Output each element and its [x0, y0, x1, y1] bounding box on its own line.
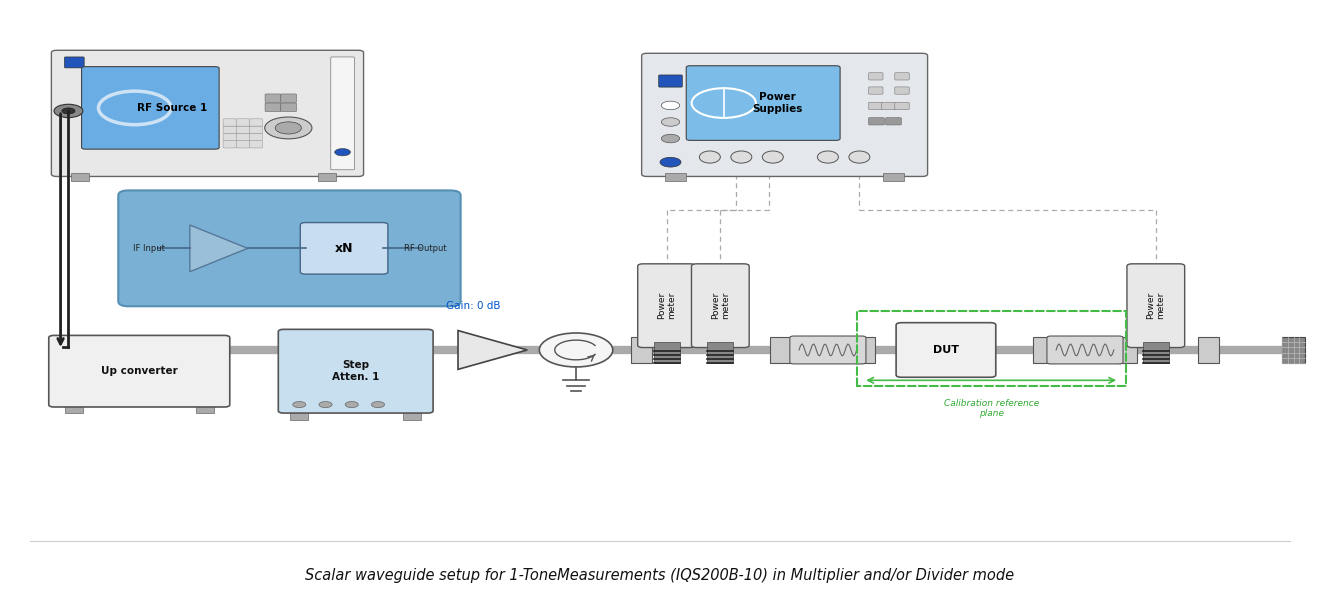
Text: RF Output: RF Output	[404, 244, 446, 253]
Bar	[1117, 337, 1138, 363]
FancyBboxPatch shape	[886, 117, 902, 125]
Ellipse shape	[817, 151, 838, 163]
Text: IF Input: IF Input	[133, 244, 165, 253]
FancyBboxPatch shape	[249, 126, 263, 133]
Polygon shape	[190, 225, 248, 272]
FancyBboxPatch shape	[249, 119, 263, 126]
Bar	[770, 337, 791, 363]
Bar	[631, 337, 652, 363]
Text: Step
Atten. 1: Step Atten. 1	[333, 360, 379, 382]
FancyBboxPatch shape	[692, 264, 750, 347]
FancyBboxPatch shape	[223, 119, 236, 126]
FancyBboxPatch shape	[869, 117, 884, 125]
Circle shape	[293, 402, 306, 408]
Text: xN: xN	[335, 242, 354, 255]
Text: Power
meter: Power meter	[710, 292, 730, 319]
FancyBboxPatch shape	[236, 126, 249, 133]
Circle shape	[346, 402, 358, 408]
Circle shape	[661, 117, 680, 126]
FancyBboxPatch shape	[119, 191, 461, 306]
Text: Gain: 0 dB: Gain: 0 dB	[446, 301, 502, 311]
FancyBboxPatch shape	[708, 342, 734, 363]
Circle shape	[265, 117, 312, 139]
FancyBboxPatch shape	[1127, 264, 1184, 347]
FancyBboxPatch shape	[279, 330, 433, 413]
FancyBboxPatch shape	[638, 264, 696, 347]
FancyBboxPatch shape	[236, 119, 249, 126]
Text: Up converter: Up converter	[100, 366, 178, 376]
Circle shape	[661, 101, 680, 109]
Ellipse shape	[849, 151, 870, 163]
FancyBboxPatch shape	[869, 87, 883, 94]
FancyBboxPatch shape	[895, 87, 909, 94]
FancyBboxPatch shape	[236, 141, 249, 148]
Bar	[1282, 337, 1305, 363]
Bar	[65, 404, 83, 413]
FancyBboxPatch shape	[331, 57, 354, 170]
FancyBboxPatch shape	[869, 102, 883, 109]
Circle shape	[54, 105, 83, 117]
Circle shape	[62, 108, 75, 114]
FancyBboxPatch shape	[1143, 342, 1168, 363]
Circle shape	[319, 402, 333, 408]
FancyBboxPatch shape	[49, 335, 230, 407]
FancyBboxPatch shape	[896, 323, 995, 377]
Circle shape	[540, 333, 612, 367]
FancyBboxPatch shape	[300, 223, 388, 274]
Ellipse shape	[700, 151, 721, 163]
FancyBboxPatch shape	[82, 66, 219, 149]
FancyBboxPatch shape	[789, 336, 866, 364]
FancyBboxPatch shape	[236, 133, 249, 141]
FancyBboxPatch shape	[223, 141, 236, 148]
Text: Power
Supplies: Power Supplies	[752, 92, 803, 114]
FancyBboxPatch shape	[895, 73, 909, 80]
FancyBboxPatch shape	[642, 54, 928, 177]
Circle shape	[275, 122, 301, 134]
Text: Calibration reference
plane: Calibration reference plane	[944, 399, 1039, 418]
FancyBboxPatch shape	[869, 73, 883, 80]
Bar	[883, 173, 904, 181]
Circle shape	[661, 134, 680, 143]
Text: Power
meter: Power meter	[1146, 292, 1166, 319]
FancyBboxPatch shape	[249, 141, 263, 148]
FancyBboxPatch shape	[281, 94, 297, 103]
Bar	[71, 173, 90, 181]
FancyBboxPatch shape	[223, 133, 236, 141]
Bar	[195, 404, 214, 413]
Bar	[854, 337, 875, 363]
FancyBboxPatch shape	[65, 57, 84, 68]
FancyBboxPatch shape	[686, 66, 840, 140]
Ellipse shape	[763, 151, 783, 163]
Text: Power
meter: Power meter	[657, 292, 676, 319]
FancyBboxPatch shape	[281, 103, 297, 111]
FancyBboxPatch shape	[51, 50, 363, 177]
Bar	[318, 173, 337, 181]
Circle shape	[335, 149, 350, 156]
Text: Scalar waveguide setup for 1-ToneMeasurements (IQS200B-10) in Multiplier and/or : Scalar waveguide setup for 1-ToneMeasure…	[305, 568, 1015, 583]
FancyBboxPatch shape	[1047, 336, 1123, 364]
Circle shape	[371, 402, 384, 408]
Bar	[403, 410, 421, 420]
FancyBboxPatch shape	[659, 75, 682, 87]
Bar	[665, 173, 686, 181]
FancyBboxPatch shape	[653, 342, 680, 363]
FancyBboxPatch shape	[265, 103, 281, 111]
Bar	[290, 410, 309, 420]
Polygon shape	[458, 330, 527, 370]
Circle shape	[660, 157, 681, 167]
Bar	[1032, 337, 1053, 363]
Text: RF Source 1: RF Source 1	[137, 103, 207, 113]
Ellipse shape	[731, 151, 752, 163]
Bar	[1197, 337, 1218, 363]
Text: DUT: DUT	[933, 345, 958, 355]
FancyBboxPatch shape	[265, 94, 281, 103]
FancyBboxPatch shape	[882, 102, 896, 109]
FancyBboxPatch shape	[223, 126, 236, 133]
FancyBboxPatch shape	[249, 133, 263, 141]
FancyBboxPatch shape	[895, 102, 909, 109]
